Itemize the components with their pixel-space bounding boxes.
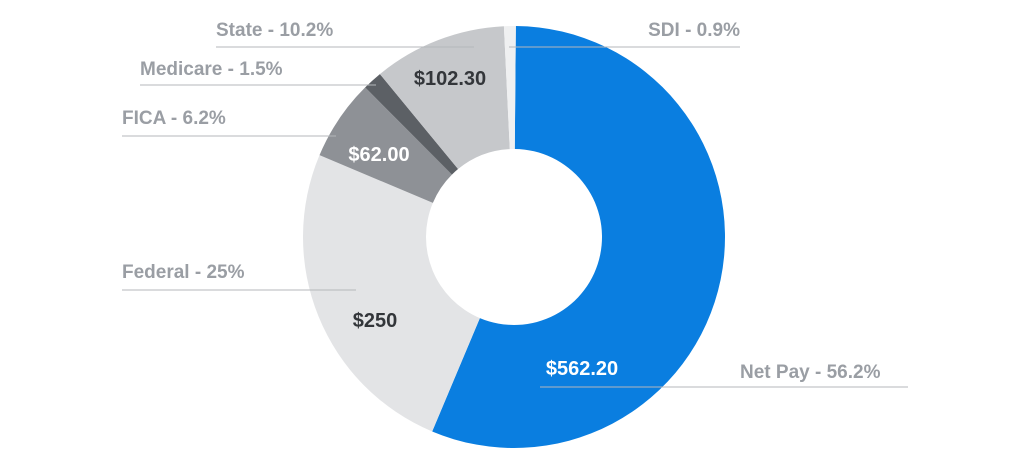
callout-leaders [122,46,908,388]
slice-state [379,26,510,170]
callout-label-fica: FICA - 6.2% [122,108,226,129]
donut-slices [303,25,726,449]
slice-medicare [365,74,459,175]
value-label-net-pay: $562.20 [546,358,618,380]
callout-label-sdi: SDI - 0.9% [648,20,740,41]
callout-label-net-pay: Net Pay - 56.2% [740,362,881,383]
value-labels: $562.20 $250 $62.00 $102.30 [348,68,618,380]
value-label-state: $102.30 [414,68,486,90]
callout-labels: Net Pay - 56.2% Federal - 25% FICA - 6.2% M… [122,20,881,383]
value-label-federal: $250 [353,310,398,332]
slice-sdi [503,25,516,150]
slice-net-pay [432,26,726,449]
callout-label-federal: Federal - 25% [122,262,245,283]
callout-label-state: State - 10.2% [216,20,333,41]
slice-fica [319,87,452,203]
value-label-fica: $62.00 [348,144,409,166]
slice-federal [303,155,480,432]
callout-label-medicare: Medicare - 1.5% [140,59,283,80]
